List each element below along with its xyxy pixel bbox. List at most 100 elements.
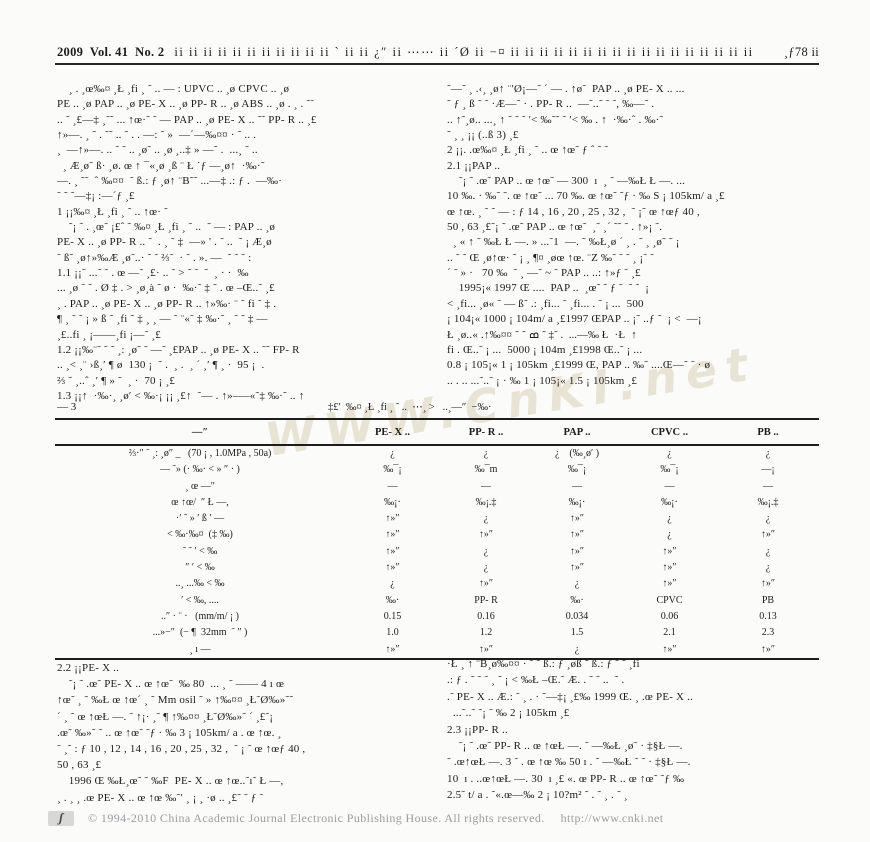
table-cell-ppr: 1.2 [479, 627, 493, 639]
table-cell-pb: — [763, 480, 773, 492]
table-cell-cpvc: 0.06 [660, 610, 679, 622]
text-line: 1.3 ¡¡↑ ·‰·¸ ¸ø′ < ‰·¡ ¡¡ ¸£↑ ˜— . ↑»—–«… [57, 389, 305, 402]
table-cell-cpvc: ‰¡· [661, 496, 678, 508]
table-cell-cpvc: ¿ [667, 448, 672, 459]
text-line: ↑»—. ¸ ˜ . ˜˜ .. ˜ . . —: ˜ » —´—‰¤¤ · ˜… [57, 129, 257, 142]
table-cell-pex: ‰¯¡ [383, 464, 402, 476]
text-line: ¸ « ↑ ˜ ‰Ł Ł —. » ...˜1 —. ˜ ‰Ł¸ø ´ ¸ . … [447, 236, 680, 249]
text-line: ¸ . ¸ ¸ .œ PE- X .. œ ↑œ ‰˜′ ¸ ¡ ¸ ·ø ..… [57, 791, 264, 804]
table-cell-ppr: PP- R [474, 594, 498, 606]
journal-header: 2009 Vol. 41 No. 2 ii ii ii ii ii ii ii … [57, 44, 819, 60]
table-cell-pap: ↑»″ [569, 562, 585, 574]
text-line: ⅔ ˜ ¸..ˆ ¸′ ¶ » ˜ ¸ · 70 ¡ ¸£ [57, 374, 176, 387]
table-row: ...»−″ (− ¶ 32mm ˜ ″ ) 1.0 1.2 1.5 2.1 2… [55, 625, 819, 641]
text-line: .. ˜ ¸£—‡ ¸˜˜ ... ↑œ·˜ ˜ — PAP .. ¸ø PE-… [57, 113, 317, 126]
table-row: < ‰·‰¤ (‡ ‰) ↑»″ ↑»″ ↑»″ ¿ ↑»″ [55, 527, 819, 543]
text-line: fi . Œ..˜ ¡ ... 5000 ¡ 104m ¸£1998 Œ..˜ … [447, 343, 643, 356]
table-row: ¸ œ —″ — — — — — [55, 479, 819, 495]
table-cell-pex: ↑»″ [385, 513, 400, 525]
table-row: ¸ ı — ↑»″ ↑»″ ¿ ↑»″ ↑»″ [55, 642, 819, 658]
table-cell-ppr: ‰¡.‡ [475, 496, 497, 508]
cnki-url-text: http://www.cnki.net [560, 811, 664, 825]
table-cell-cpvc: ↑»″ [662, 643, 677, 655]
text-line: ˜ .œ↑œŁ —. 3 ˜ . œ ↑œ ‰ 50 ı . ˜ —‰Ł ˜ ˜… [447, 756, 691, 769]
table-3-caption: ‡£′ ‰¤ ¸Ł ¸fi ¸ ˜ .. ⋯¸ > ..¸—″ −‰· [328, 402, 492, 413]
text-line: 1996 Œ ‰Ł¸œ˜ ˜ ‰F PE- X .. œ ↑œ..˜ı˜ Ł —… [57, 775, 284, 788]
table-cell-pap: ↑»″ [569, 529, 585, 541]
copyright-text: © 1994-2010 China Academic Journal Elect… [88, 811, 545, 825]
table-cell-cpvc: ↑»″ [662, 562, 677, 574]
text-line: 10 ‰. · ‰˜ ˜. œ ↑œ˜ ... 70 ‰. œ ↑œ˜ ˜ƒ ·… [447, 190, 725, 203]
table-cell-pex: — [387, 480, 398, 492]
left-column-lower: 2.2 ¡¡PE- X .. ˜¡ ˜ .œ˜ PE- X .. œ ↑œ˜ ‰… [57, 660, 438, 806]
table-cell-pap: ¿ (‰¸ø′ ) [554, 448, 600, 459]
table-cell-ppr: ¿ [483, 545, 489, 557]
text-line: —. ¸ ˜˜ ˆ ‰¤¤ ˜ ß.: ƒ ¸ø↑ ¨B˜˜ ...—‡ .: … [57, 175, 283, 188]
table-cell-pex: ¿ [390, 448, 395, 459]
header-rule [55, 63, 819, 65]
table-cell-pex: ‰· [385, 594, 400, 606]
journal-title-garbled: ii ii ii ii ii ii ii ii ii ii ii ˋ ii ii… [174, 45, 754, 59]
text-line: 0.8 ¡ 105¡« 1 ¡ 105km ¸£1999 Œ, PAP .. ‰… [447, 359, 711, 372]
table-cell-pb: —¡ [761, 464, 775, 476]
text-line: ˜ ¸ ¸ ¡¡ (..ß 3) ¸£ [447, 129, 519, 142]
right-column-lower: ·Ł ¸ ↑ ¨B¸ø‰¤¤ · ˜ ˜ ß.: ƒ ¸øß ˜ ß.: ƒ ˜… [447, 656, 824, 804]
text-line: 50 , 63 ¸£˜¡ ˜ .œ˜ PAP .. œ ↑œ˜ ¸˜ ¸´ ˜˜… [447, 221, 663, 234]
text-line: .œ˜ ‰»˜ ˜ .. œ ↑œ˜ ˜ƒ · ‰ 3 ¡ 105km/ a .… [57, 726, 282, 739]
table-cell-pex: ↑»″ [385, 643, 400, 655]
table-cell-pap: ¿ [574, 643, 580, 655]
table-row-label: ˜ ˜ ′ < ‰ [182, 545, 218, 557]
text-line: ¸ . ¸œ‰¤ ¸Ł ¸fi ¸ ˜ .. — : UPVC .. ¸ø CP… [57, 83, 290, 95]
text-line: ¸ Æ¸ø˜ ß· ¸ø. œ ↑ ¯«¸ø ¸ß ¨ Ł ˙ƒ —¸ø↑ ·‰… [57, 159, 265, 172]
table-cell-ppr: ↑»″ [478, 529, 494, 541]
table-cell-cpvc: CPVC [656, 594, 683, 606]
table-header-row: —″ PE- X .. PP- R .. PAP .. CPVC .. PB .… [55, 420, 819, 446]
table-header-pap: PAP .. [563, 426, 591, 438]
text-line: ˜¡ ˜ .œ˜ PAP .. œ ↑œ˜ — 300 ı ¸ ˜ —‰Ł Ł … [447, 175, 686, 188]
text-line: 2 ¡¡. .œ‰¤ ¸Ł ¸fi ¸ ˜ .. œ ↑œ˜ ƒ ˆ ˜ ˜ [447, 144, 609, 157]
text-line: 1 ¡¡‰¤ ¸Ł ¸fi ¸ ˜ .. ↑œ· ˜ [57, 205, 168, 218]
table-cell-pb: ↑»″ [760, 529, 776, 541]
table-cell-pap: ↑»″ [569, 545, 585, 557]
text-line: PE- X .. ¸ø PP- R .. ˜ . ¸ ˜ ‡ —» ' . ˜ … [57, 236, 272, 249]
table-3-reference: — 3 [57, 401, 77, 413]
table-cell-pex: ↑»″ [385, 545, 400, 557]
table-row: œ ↑œ/ ″ Ł —, ‰¡· ‰¡.‡ ‰¡· ‰¡· ‰¡.‡ [55, 495, 819, 511]
table-cell-pb: 2.3 [761, 627, 775, 639]
table-cell-pap: — [572, 480, 582, 492]
text-line: ´ ˜ » · 70 ‰ ˜ ¸ —˜ ~ ˜ PAP .. ..: ↑»ƒ ˜… [447, 267, 641, 280]
table-row-label: ..″ · ¨ · (mm/m/ ¡ ) [160, 610, 240, 622]
table-cell-cpvc: 2.1 [663, 627, 676, 639]
table-row: ..¸ ...‰ < ‰ ¿ ↑»″ ¿ ↑»″ ↑»″ [55, 576, 819, 592]
text-line: .˜ PE- X .. Æ.: ˜ ¸ . · ˜—‡¡ ¸£‰ 1999 Œ.… [447, 690, 694, 703]
right-column-upper: ˜—˜ ¸ .‹¸ ¸ø↑ ¨′Ø¡—˜ ´ — . ↑ø˜ PAP .. ¸ø… [447, 82, 824, 389]
table-row-label: — ˜» (· ‰· < » ″ · ) [160, 464, 240, 476]
text-line: Ł ¸ø..« .↑‰¤¤ ˜ ˜ ߘ ˜ ‡˜ . ...—‰ Ł ·Ł ↑ [447, 328, 637, 341]
text-line: < ¸fi... ¸ø« ˜ — ß˜ .: ¸fi... ˜ ¸fi... .… [447, 297, 644, 310]
table-cell-pb: ‰¡.‡ [757, 496, 779, 508]
table-header-ppr: PP- R .. [468, 426, 504, 438]
text-line: ˜—˜ ¸ .‹¸ ¸ø↑ ¨′Ø¡—˜ ´ — . ↑ø˜ PAP .. ¸ø… [447, 83, 685, 95]
table-3: —″ PE- X .. PP- R .. PAP .. CPVC .. PB .… [55, 418, 819, 660]
table-cell-pex: ↑»″ [385, 529, 400, 541]
text-line: .. ˜ ˜ Œ ¸ø↑œ· ˜ ¡ ¸ ¶¤ ¸øœ ↑œ. ¨Z ‰˜ ˜ … [447, 251, 655, 264]
table-cell-pap: 1.5 [570, 627, 584, 639]
table-cell-pap: ‰¯¡ [567, 464, 587, 476]
table-row: ·′ ˜ » ′ ß ′ — ↑»″ ¿ ↑»″ ¿ ¿ [55, 511, 819, 527]
text-line: ˜ ƒ ¸ ß ˜ ˜ ·Æ—˜ · . PP- R .. —˜..˜ ˜ ˜,… [447, 98, 655, 111]
table-cell-cpvc: ¿ [667, 529, 672, 541]
text-line: ˜ ˜ ˜—‡¡ :—´ƒ ¸£ [57, 190, 135, 203]
table-row: ″ ′ < ‰ ↑»″ ¿ ↑»″ ↑»″ ¿ [55, 560, 819, 576]
text-line: ´ ¸ ˜ œ ↑œŁ —. ˜ ↑¡· ¸˜ ¶ ↑‰¤¤ ¸Ł˜Ø‰»˜ ´… [57, 710, 274, 723]
text-line: ¸£..fi ¸ ¡——¸fi ¡—˜ ¸£ [57, 328, 161, 341]
text-line: ... ¸ø ˜ ˜ . Ø ‡ . > ¸ø¸à ˜ ø · ‰·˜ ‡ ˜ … [57, 282, 275, 295]
text-line: 1.1 ¡¡˜ ...˜ ˜ . œ —˜ ¸£· .. ˜ > ˜ ˜ ˜ ¸… [57, 267, 249, 280]
table-row: — ˜» (· ‰· < » ″ · ) ‰¯¡ ‰¯m ‰¯¡ ‰¯¡ —¡ [55, 462, 819, 478]
text-line: 10 ı . ..œ↑œŁ —. 30 ı ¸£ «. œ PP- R .. œ… [447, 772, 685, 785]
text-line: ˜ ß˜ ¸ø↑»‰Æ ¸ø˜..· ˜ ˜ ⅔˜ · ˜ . ». — ˜ ˜… [57, 251, 252, 264]
table-cell-pb: ¿ [765, 448, 771, 459]
text-line: ...˜..˜ ˜¡ ˜ ‰ 2 ¡ 105km ¸£ [447, 707, 570, 720]
table-row-label: ⅔·″ ˜ ¸: ¸ø″ _ (70 ¡ , 1.0MPa , 50a) [128, 448, 272, 459]
table-row-label: ·′ ˜ » ′ ß ′ — [175, 513, 225, 525]
